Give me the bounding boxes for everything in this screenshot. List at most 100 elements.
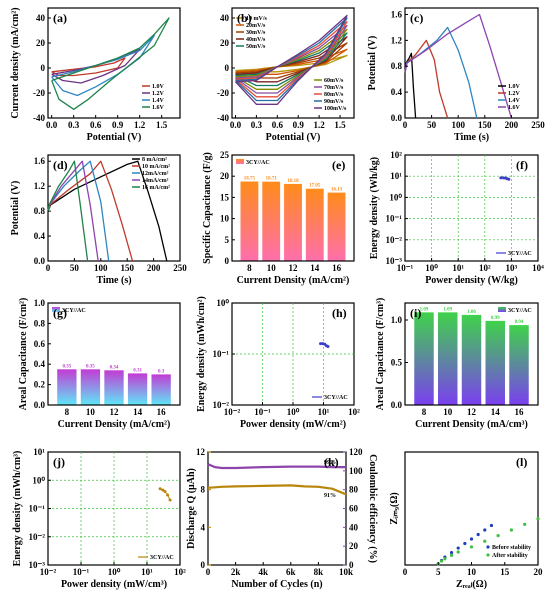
y-tick-label: 0.0 [391,113,403,123]
y-axis-label: Energy density (mWh/cm²) [196,296,207,412]
x-tick-label: 0 [403,567,408,577]
legend-label: 14mA/cm² [142,178,169,184]
series-line [207,484,347,496]
y-tick-label: 10⁻³ [29,560,46,570]
bar-data-label: 0.35 [86,364,95,369]
series-line [47,160,168,262]
y-tick-label: 10⁻² [386,235,403,245]
x-tick-label: 10⁰ [287,407,300,417]
x-tick-label: 10⁻¹ [397,263,414,273]
x-tick-label: 50 [427,120,437,130]
x-tick-label: 10² [174,567,186,577]
x-tick-label: 250 [173,263,187,273]
panel-g: 0.35 8 0.35 10 0.34 12 0.31 14 0.3 16 0.0 0.2 0.4 0.6… [18,298,181,430]
y-tick-label-right: 60 [349,504,359,514]
legend-label: 3CY//AC [246,160,270,166]
x-axis-label: Potential (V) [87,132,142,143]
y-axis-label: Current density (mA/cm²) [10,7,21,118]
x-tick-label: 10¹ [318,407,330,417]
y-tick-label: 0.0 [34,400,46,410]
y-tick-label: 0.4 [34,231,46,241]
panel-label: (j) [53,455,65,469]
x-axis-label: Time (s) [454,132,489,143]
legend-label: Before stability [492,545,531,551]
annotation: 91% [324,493,336,499]
y-tick-label: 10⁻² [29,532,46,542]
bar [485,320,505,405]
x-tick-label: 10 [267,263,277,273]
x-tick-label: 10⁻¹ [73,567,90,577]
x-axis-label: Power density (W/kg) [425,275,518,286]
x-tick-label: 14 [133,407,143,417]
panel-a: 0.0 0.3 0.6 0.9 1.2 1.5 -40 -20 0 20 40 Potential (… [10,7,181,143]
x-tick-label: 1.5 [156,120,168,130]
legend-label: 50mV/s [246,44,266,50]
data-point [166,493,170,497]
y-tick-label: 1.2 [34,181,46,191]
bar-data-label: 16.13 [331,188,343,193]
bar-data-label: 0.94 [515,320,524,325]
y-tick-label-right: 120 [349,447,363,457]
x-tick-label: 0.0 [46,120,58,130]
y-tick-label-right: 0 [349,560,354,570]
y-tick-label: 1.6 [34,156,46,166]
data-point [158,487,162,491]
panel-d: 0 50 100 150 200 250 0.0 0.4 0.8 1.2 1.6 Time (s) Po… [10,154,187,286]
legend-swatch [52,307,60,312]
bar-data-label: 18.75 [244,177,256,182]
legend-label: 1.6V [152,105,165,111]
bar [327,192,346,261]
plot-frame [404,154,539,262]
plot-frame [231,154,355,262]
y-tick-label: 0.8 [34,318,46,328]
x-tick-label: 16 [332,263,342,273]
y-tick-label: 40 [220,13,230,23]
x-axis-label: Zᵣₑₐₗ(Ω) [456,579,487,590]
y-tick-label: 10⁻² [213,400,230,410]
x-tick-label: 6k [286,567,296,577]
y-tick-label: 10¹ [390,171,402,181]
x-tick-label: 0 [46,263,51,273]
data-point [161,488,165,492]
y-tick-label: 0.0 [34,256,46,266]
x-tick-label: 16 [157,407,167,417]
panel-label: (l) [516,455,527,469]
bar-data-label: 18.18 [287,179,299,184]
series-line [47,160,89,262]
y-tick-label: 12 [196,447,206,457]
y-tick-label: 10¹ [33,447,45,457]
x-tick-label: 10² [348,407,360,417]
y-tick-label: 1.6 [391,9,403,19]
bar-data-label: 1.06 [467,310,476,315]
bar [284,183,302,261]
legend-label: After stability [492,553,528,559]
x-tick-label: 12 [110,407,120,417]
x-axis-label: Number of Cycles (n) [231,579,322,590]
x-tick-label: 14 [491,407,501,417]
data-point [319,342,323,346]
legend-label: 1.0V [508,84,521,90]
bar [509,325,529,405]
x-tick-label: 12 [289,263,299,273]
x-tick-label: 16 [515,407,525,417]
legend-label: 16 mA/cm² [142,185,170,191]
x-axis-label: Time (s) [96,275,131,286]
series-line [404,39,449,119]
x-axis-label: Current Density (mA/cm³) [415,419,528,430]
bar-data-label: 0.31 [133,368,142,373]
x-tick-label: 0 [206,567,211,577]
legend-label: 3CY//AC [150,555,174,561]
x-tick-label: 1.2 [134,120,146,130]
panel-label: (i) [410,306,421,320]
bar-data-label: 1.09 [420,307,429,312]
data-point [439,559,444,563]
bar-data-label: 18.71 [266,177,278,182]
y-tick-label-right: 100 [349,466,363,476]
legend-swatch [498,307,506,312]
x-tick-label: 10² [479,263,491,273]
bar [438,312,458,405]
bar [461,314,482,405]
panel-f: 10⁻¹ 10⁰ 10¹ 10² 10³ 10⁴ 10⁻³ 10⁻² 10⁻¹ 10⁰ 10¹ 10²… [369,150,544,286]
panel-h: 10⁻² 10⁻¹ 10⁰ 10¹ 10² 10⁻² 10⁻¹ 10⁰ Power densit… [196,296,360,430]
x-tick-label: 10k [339,567,353,577]
